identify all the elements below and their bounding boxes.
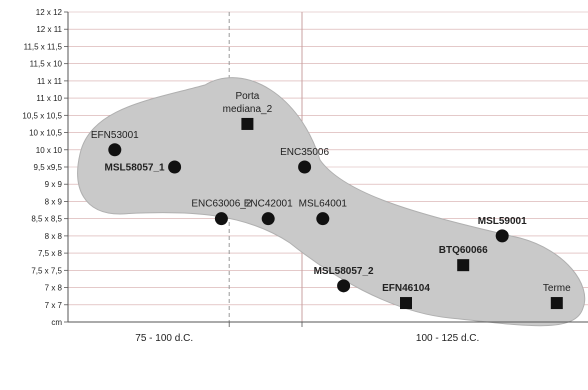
- point-circle-marker: [168, 160, 182, 174]
- point-circle-marker: [214, 212, 228, 226]
- y-tick-label: 10,5 x 10,5: [22, 111, 62, 120]
- y-tick-label: 8 x 8: [45, 232, 63, 241]
- point-label: BTQ60066: [439, 245, 488, 256]
- point-label: ENC42001: [244, 199, 293, 210]
- y-tick-label: 7,5 x 7,5: [31, 266, 62, 275]
- point-label: ENC63006_2: [191, 199, 251, 210]
- point-label: Terme: [543, 283, 571, 294]
- point-circle-marker: [495, 229, 509, 243]
- point-square-marker: [241, 117, 254, 130]
- x-category-label: 75 - 100 d.C.: [135, 333, 193, 344]
- x-category-label: 100 - 125 d.C.: [416, 333, 479, 344]
- y-tick-label: 7 x 8: [45, 284, 63, 293]
- y-tick-label: 12 x 11: [36, 25, 62, 34]
- point-circle-marker: [298, 160, 312, 174]
- point-label: EFN46104: [382, 283, 430, 294]
- point-label: mediana_2: [223, 104, 273, 115]
- y-tick-label: 11,5 x 11,5: [24, 42, 63, 51]
- point-label: MSL59001: [478, 216, 527, 227]
- y-tick-label: 8 x 9: [45, 197, 63, 206]
- point-square-marker: [457, 259, 470, 272]
- point-square-marker: [400, 297, 412, 310]
- point-label: MSL58057_1: [105, 163, 165, 174]
- point-circle-marker: [108, 143, 122, 157]
- point-label: MSL64001: [299, 199, 348, 210]
- y-tick-label: 12 x 12: [36, 8, 63, 17]
- y-tick-label: 10 x 10: [36, 146, 63, 155]
- y-tick-label: 11 x 11: [37, 77, 63, 86]
- point-label: Porta: [235, 91, 259, 102]
- points: EFN53001 MSL58057_1 Porta mediana_2 ENC35006…: [91, 91, 571, 310]
- y-tick-label: cm: [51, 318, 62, 327]
- y-tick-label: 9 x 9: [45, 180, 63, 189]
- x-axis-categories: 75 - 100 d.C. 100 - 125 d.C.: [135, 322, 479, 344]
- point-label: MSL58057_2: [314, 266, 374, 277]
- point-circle-marker: [337, 279, 351, 293]
- point-circle-marker: [261, 212, 275, 226]
- point-square-marker: [550, 297, 563, 310]
- y-axis-ticks: 12 x 12 12 x 11 11,5 x 11,5 11,5 x 10 11 x 1…: [22, 8, 68, 327]
- y-tick-label: 11,5 x 10: [30, 60, 63, 69]
- y-tick-label: 10 x 10,5: [29, 129, 62, 138]
- point-circle-marker: [316, 212, 330, 226]
- y-tick-label: 7,5 x 8: [38, 249, 63, 258]
- y-tick-label: 9,5 x9,5: [34, 163, 63, 172]
- y-tick-label: 7 x 7: [45, 301, 63, 310]
- y-tick-label: 8,5 x 8,5: [31, 215, 62, 224]
- point-label: EFN53001: [91, 130, 139, 141]
- y-tick-label: 11 x 10: [36, 94, 62, 103]
- point-label: ENC35006: [280, 147, 329, 158]
